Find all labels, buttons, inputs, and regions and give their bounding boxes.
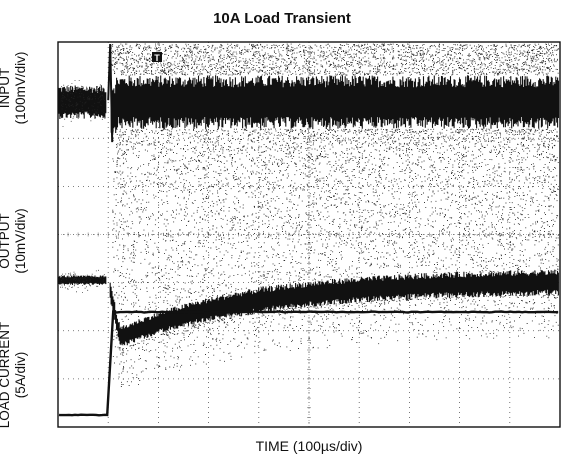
trigger-marker-label: T [154,53,160,63]
input-step-spike [107,43,114,143]
output-trace-after [109,269,559,346]
noise-scatter-lower [112,294,559,387]
chart-title: 10A Load Transient [213,10,351,27]
input-trace-before [58,85,107,119]
plot-frame [57,41,561,428]
trigger-marker: T [152,52,162,63]
x-axis-label: TIME (100µs/div) [255,438,363,454]
scope-traces [58,43,560,417]
input-scatter-top [110,43,559,76]
scope-grid [57,41,560,428]
output-scatter-before [60,269,105,293]
load-current-trace [58,310,559,417]
input-trace-after [110,75,560,134]
noise-scatter-middle [112,128,559,322]
input-scatter-before [60,80,105,127]
